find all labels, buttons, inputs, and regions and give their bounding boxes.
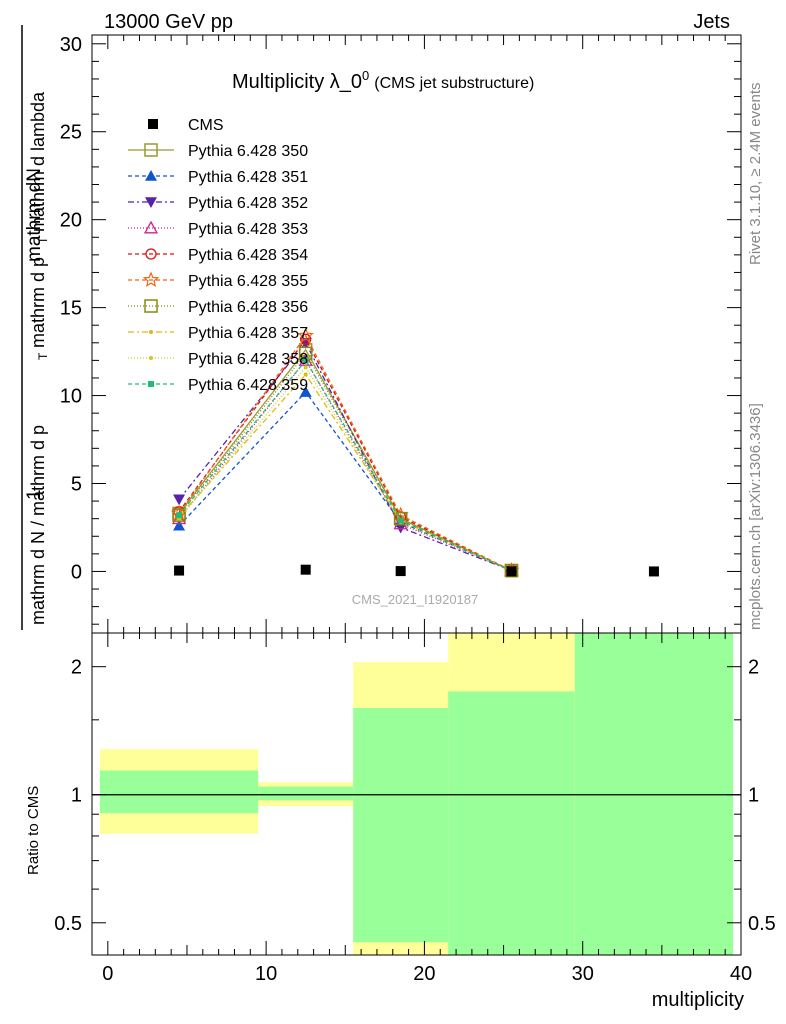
y-tick-label: 10: [60, 386, 82, 408]
cms-data-point: [174, 565, 185, 576]
x-axis-label: multiplicity: [652, 989, 744, 1011]
y-tick-label: 20: [60, 210, 82, 232]
cms-data-point: [506, 566, 517, 577]
y-tick-label: 0: [71, 561, 82, 583]
upper-data: [170, 327, 659, 578]
legend-cms-marker: [148, 119, 158, 129]
marker-circle-open: [145, 248, 157, 260]
legend-label: Pythia 6.428 354: [188, 247, 308, 264]
ylabel-sub-t1: T: [36, 352, 50, 360]
legend-label: Pythia 6.428 359: [188, 377, 308, 394]
y-tick-label: 5: [71, 474, 82, 496]
legend-label: Pythia 6.428 353: [188, 221, 308, 238]
marker-dot: [303, 372, 308, 377]
legend-label: Pythia 6.428 356: [188, 299, 308, 316]
x-tick-label: 30: [572, 963, 594, 985]
marker-dot: [149, 356, 153, 360]
ratio-tick-label-right: 2: [748, 657, 759, 679]
ratio-band-green: [258, 786, 354, 801]
marker-square-open: [172, 508, 186, 522]
marker-star-open: [142, 271, 160, 287]
upper-ylabel: mathrm dN 1 mathrm d N / mathrm d p T ma…: [21, 25, 50, 630]
ylabel-mid: mathrm d p: [28, 257, 48, 348]
ylabel-tail: mathrm d lambda: [28, 91, 48, 232]
ratio-band-green: [99, 770, 259, 814]
marker-triangle-up: [173, 519, 186, 531]
marker-square: [397, 517, 404, 524]
cms-data-point: [395, 566, 406, 577]
process-label: Jets: [693, 11, 730, 33]
x-tick-label: 0: [102, 963, 113, 985]
series-line: [178, 359, 512, 572]
ratio-tick-label-right: 1: [748, 785, 759, 807]
series-line: [178, 334, 512, 572]
legend-cms-label: CMS: [188, 117, 224, 134]
legend-label: Pythia 6.428 357: [188, 325, 308, 342]
ylabel-sub-t2: T: [36, 236, 50, 244]
ylabel-one: 1: [24, 489, 45, 500]
ratio-band-green: [574, 633, 734, 955]
marker-square: [148, 381, 154, 387]
chart-subtitle: (CMS jet substructure): [374, 75, 534, 92]
ylabel-numerator: mathrm dN: [24, 168, 45, 262]
ratio-tick-label-left: 2: [71, 657, 82, 679]
legend-label: Pythia 6.428 358: [188, 351, 308, 368]
marker-triangle-up: [299, 386, 312, 397]
legend-label: Pythia 6.428 352: [188, 195, 308, 212]
y-tick-label: 15: [60, 298, 82, 320]
marker-dot: [149, 330, 153, 334]
ratio-tick-label-right: 0.5: [748, 913, 776, 935]
legend-label: Pythia 6.428 350: [188, 143, 308, 160]
marker-triangle-down: [145, 197, 157, 208]
legend: CMS Pythia 6.428 350 Pythia 6.428 351 Pythi…: [128, 117, 308, 394]
cms-data-point: [300, 564, 311, 575]
ratio-tick-label-left: 1: [71, 785, 82, 807]
ylabel-denominator: mathrm d N / mathrm d p: [28, 425, 48, 625]
legend-label: Pythia 6.428 355: [188, 273, 308, 290]
chart-title-sup: 0: [362, 68, 369, 83]
marker-circle-open: [300, 333, 312, 345]
marker-square: [176, 512, 183, 519]
analysis-watermark: CMS_2021_I1920187: [352, 592, 479, 607]
series-line: [178, 373, 512, 572]
y-tick-label: 30: [60, 34, 82, 56]
marker-triangle-up: [145, 170, 157, 181]
series-line: [178, 341, 512, 572]
marker-square-open: [504, 563, 519, 578]
marker-square-open: [393, 511, 408, 526]
x-tick-label: 10: [255, 963, 277, 985]
series-line: [178, 390, 512, 572]
series-line: [178, 359, 512, 572]
cms-data-point: [648, 566, 659, 577]
ratio-band-green: [448, 691, 575, 955]
ratio-ylabel: Ratio to CMS: [25, 786, 42, 875]
lower-frame: [91, 632, 742, 956]
lower-ticks: 0.5 0.51 12 20 10 20 30 40: [54, 633, 776, 985]
legend-label: Pythia 6.428 351: [188, 169, 308, 186]
series-line: [178, 352, 512, 572]
chart-title: Multiplicity λ_00 (CMS jet substructure): [232, 68, 534, 93]
marker-triangle-up-open: [143, 220, 159, 234]
marker-star-open: [297, 327, 314, 343]
series-line: [178, 366, 512, 572]
chart-title-main: Multiplicity λ_0: [232, 71, 362, 93]
mcplots-label: mcplots.cern.ch [arXiv:1306.3436]: [747, 403, 764, 630]
x-tick-label: 40: [730, 963, 752, 985]
x-tick-label: 20: [413, 963, 435, 985]
marker-square-open: [144, 143, 158, 157]
ratio-bands: [92, 633, 741, 955]
ratio-band-green: [353, 707, 449, 943]
upper-ticks: 0 5 10 15 20 25 30: [60, 34, 742, 633]
beam-label: 13000 GeV pp: [104, 11, 233, 33]
rivet-label: Rivet 3.1.10, ≥ 2.4M events: [747, 83, 764, 266]
marker-square: [302, 357, 309, 364]
marker-triangle-down: [173, 494, 186, 506]
ratio-tick-label-left: 0.5: [54, 913, 82, 935]
marker-dot: [303, 365, 308, 370]
marker-square-open: [144, 299, 158, 313]
y-tick-label: 25: [60, 122, 82, 144]
